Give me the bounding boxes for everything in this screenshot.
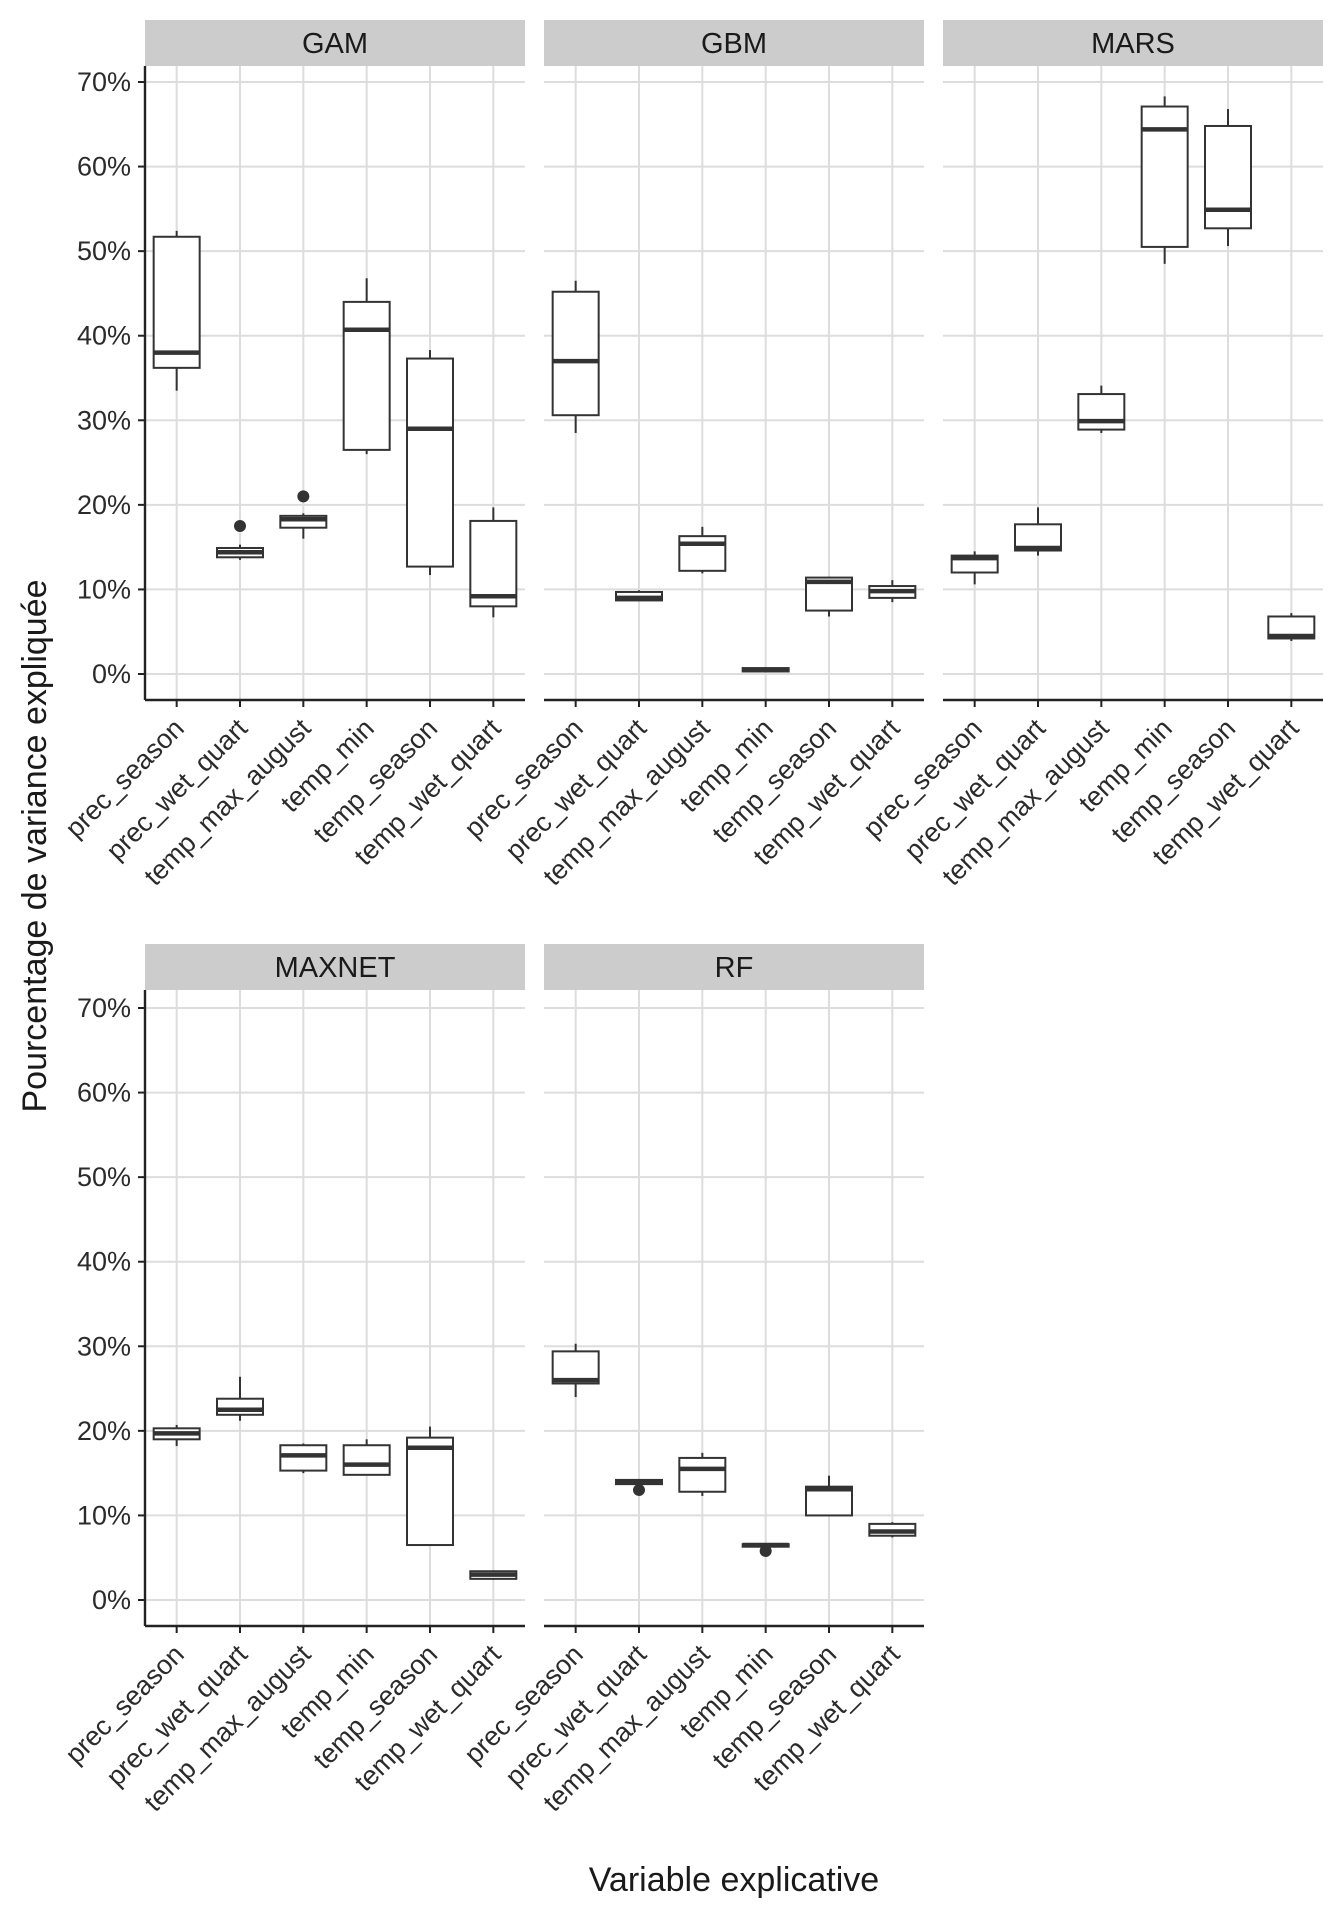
boxplot-prec-wet-quart xyxy=(615,590,663,602)
outlier-point xyxy=(633,1484,645,1497)
box-iqr xyxy=(216,1397,264,1416)
box-iqr xyxy=(342,1444,391,1476)
box-iqr xyxy=(279,1444,328,1472)
boxplot-temp-wet-quart xyxy=(469,1570,518,1580)
box-iqr xyxy=(1267,615,1316,640)
boxplot-temp-wet-quart xyxy=(469,507,518,618)
x-axis-title: Variable explicative xyxy=(589,1861,879,1899)
y-tick-label: 20% xyxy=(77,1416,131,1446)
y-tick-label: 10% xyxy=(77,574,131,604)
y-tick-label: 10% xyxy=(77,1500,131,1530)
boxplot-temp-max-august xyxy=(279,1443,328,1474)
facet-panel-gam: GAM0%10%20%30%40%50%60%70%prec_seasonpre… xyxy=(59,20,525,891)
box-iqr xyxy=(469,519,518,608)
y-tick-label: 0% xyxy=(92,1585,131,1615)
y-tick-label: 30% xyxy=(77,1331,131,1361)
facet-strip xyxy=(943,20,1323,66)
boxplot-prec-wet-quart xyxy=(216,1376,264,1421)
outlier-point xyxy=(759,1544,772,1557)
y-tick-label: 40% xyxy=(77,321,131,351)
boxplot-temp-min xyxy=(342,278,391,455)
boxplot-prec-season xyxy=(551,1343,600,1398)
box-iqr xyxy=(551,290,600,417)
boxplot-temp-min xyxy=(741,667,790,673)
boxplot-temp-wet-quart xyxy=(1267,613,1316,642)
boxplot-prec-season xyxy=(950,551,999,585)
y-tick-label: 20% xyxy=(77,490,131,520)
box-iqr xyxy=(406,357,454,568)
boxplot-temp-season xyxy=(1204,109,1252,247)
boxplot-temp-max-august xyxy=(678,526,727,574)
y-tick-label: 60% xyxy=(77,152,131,182)
boxplot-temp-max-august xyxy=(279,490,328,539)
box-iqr xyxy=(1077,393,1126,431)
boxplot-temp-min xyxy=(342,1439,391,1476)
boxplot-temp-season xyxy=(805,576,853,617)
box-iqr xyxy=(678,1456,727,1493)
y-tick-label: 60% xyxy=(77,1078,131,1108)
box-iqr xyxy=(152,235,201,369)
box-iqr xyxy=(342,300,391,451)
facet-strip-label: RF xyxy=(715,952,754,984)
y-tick-label: 30% xyxy=(77,405,131,435)
boxplot-prec-wet-quart xyxy=(615,1478,663,1497)
boxplot-temp-min xyxy=(1140,96,1189,264)
y-tick-label: 0% xyxy=(92,659,131,689)
boxplot-prec-season xyxy=(152,230,201,391)
boxplot-prec-wet-quart xyxy=(1014,507,1062,556)
boxplot-temp-max-august xyxy=(1077,385,1126,433)
y-tick-label: 40% xyxy=(77,1247,131,1277)
y-tick-label: 50% xyxy=(77,1162,131,1192)
boxplot-prec-wet-quart xyxy=(216,520,264,560)
boxplot-temp-wet-quart xyxy=(868,1522,917,1538)
boxplot-temp-season xyxy=(805,1475,853,1517)
boxplot-temp-min xyxy=(741,1542,790,1557)
boxplot-temp-max-august xyxy=(678,1452,727,1496)
boxplot-prec-season xyxy=(152,1424,201,1447)
facet-strip xyxy=(544,20,924,66)
boxplot-prec-season xyxy=(551,280,600,433)
box-iqr xyxy=(279,514,328,529)
y-tick-label: 70% xyxy=(77,67,131,97)
y-tick-label: 50% xyxy=(77,236,131,266)
facet-strip-label: GAM xyxy=(302,28,368,60)
facet-strip xyxy=(145,20,525,66)
boxplot-temp-wet-quart xyxy=(868,580,917,603)
facet-strip xyxy=(544,944,924,990)
y-tick-label: 70% xyxy=(77,993,131,1023)
facet-strip-label: GBM xyxy=(701,28,767,60)
box-iqr xyxy=(805,1485,853,1517)
box-iqr xyxy=(406,1436,454,1547)
facet-strip-label: MARS xyxy=(1091,28,1175,60)
box-iqr xyxy=(1204,124,1252,230)
outlier-point xyxy=(297,490,310,503)
boxplot-temp-season xyxy=(406,350,454,576)
boxplot-temp-season xyxy=(406,1426,454,1547)
outlier-point xyxy=(234,520,246,532)
box-iqr xyxy=(678,535,727,572)
y-axis-title: Pourcentage de variance expliquée xyxy=(16,579,54,1112)
facet-strip xyxy=(145,944,525,990)
facet-strip-label: MAXNET xyxy=(275,952,396,984)
